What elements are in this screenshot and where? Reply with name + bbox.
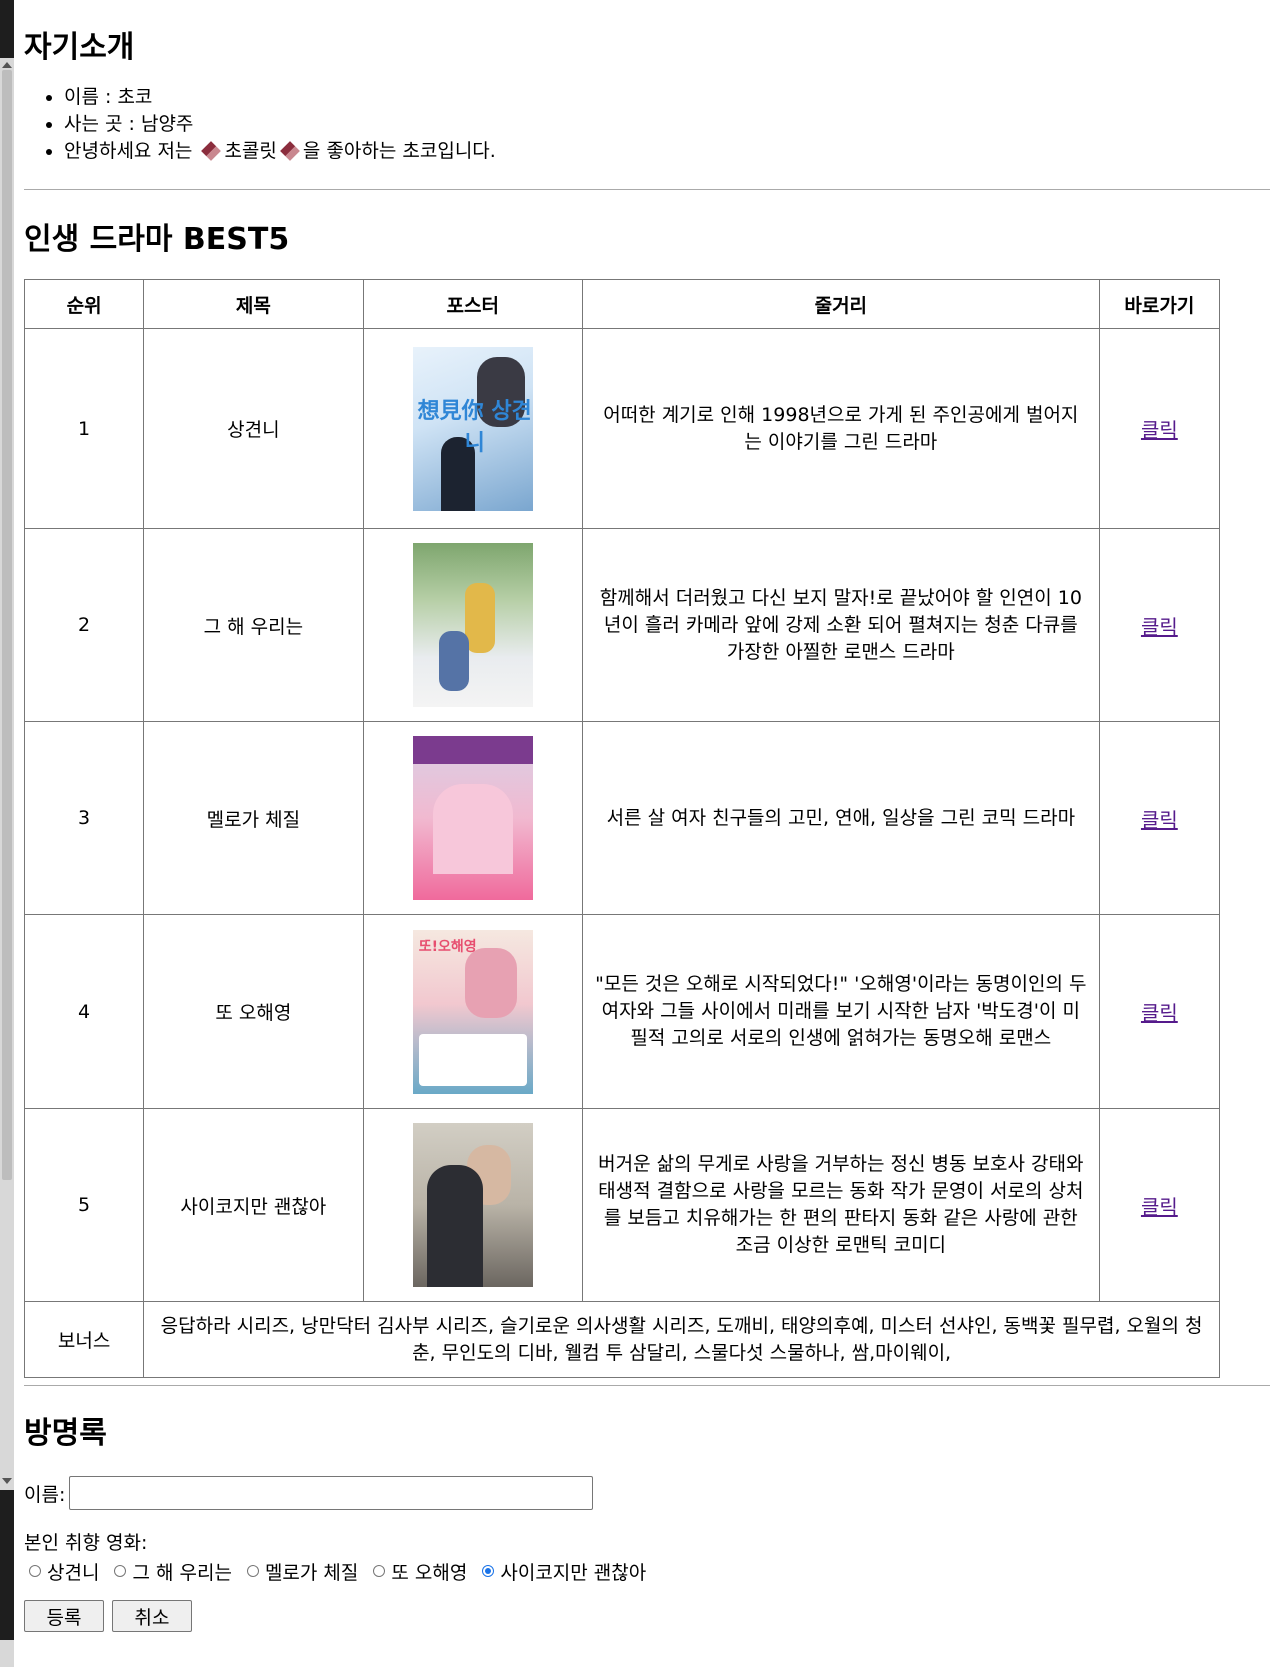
cancel-button[interactable]: 취소 bbox=[112, 1600, 192, 1632]
preference-label: 본인 취향 영화: bbox=[24, 1532, 148, 1554]
divider bbox=[24, 189, 1270, 190]
intro-heading: 자기소개 bbox=[24, 30, 135, 65]
name-input[interactable] bbox=[69, 1476, 594, 1510]
scroll-up-arrow-icon[interactable] bbox=[2, 62, 12, 68]
drama-table: 순위 제목 포스터 줄거리 바로가기 1 상견니 想見你 상견니 어떠한 계기로… bbox=[23, 279, 1221, 1378]
scrollbar-thumb[interactable] bbox=[2, 70, 12, 1180]
radio-label: 상견니 bbox=[47, 1561, 100, 1584]
chocolate-icon bbox=[201, 141, 222, 161]
poster-cell bbox=[362, 721, 583, 915]
link-cell: 클릭 bbox=[1098, 528, 1221, 722]
rank-cell: 4 bbox=[23, 914, 145, 1109]
intro-home: 사는 곳 : 남양주 bbox=[64, 111, 496, 138]
window-edge-bottom bbox=[0, 1490, 14, 1640]
plot-cell: 함께해서 더러웠고 다신 보지 말자!로 끝났어야 할 인연이 10년이 흘러 … bbox=[581, 528, 1100, 722]
title-cell: 멜로가 체질 bbox=[143, 721, 364, 915]
radio-label: 그 해 우리는 bbox=[132, 1561, 232, 1584]
guestbook-heading: 방명록 bbox=[24, 1416, 107, 1451]
table-row: 4 또 오해영 또!오해영 "모든 것은 오해로 시작되었다!" '오해영'이라… bbox=[23, 914, 1221, 1109]
drama-link[interactable]: 클릭 bbox=[1140, 418, 1178, 442]
radio-label: 사이코지만 괜찮아 bbox=[500, 1561, 647, 1584]
drama-link[interactable]: 클릭 bbox=[1140, 807, 1178, 832]
poster-title: 想見你 상견니 bbox=[417, 398, 532, 456]
intro-list: 이름 : 초코 사는 곳 : 남양주 안녕하세요 저는 초콜릿 을 좋아하는 초코… bbox=[24, 84, 496, 165]
radio-circle-icon[interactable] bbox=[114, 1565, 127, 1577]
intro-name: 이름 : 초코 bbox=[64, 84, 496, 111]
divider bbox=[24, 1385, 1270, 1386]
table-header-row: 순위 제목 포스터 줄거리 바로가기 bbox=[23, 279, 1221, 329]
window-edge-top bbox=[0, 0, 14, 58]
title-cell: 사이코지만 괜찮아 bbox=[143, 1108, 364, 1302]
greeting-before: 안녕하세요 저는 bbox=[64, 140, 199, 162]
link-cell: 클릭 bbox=[1098, 721, 1221, 915]
drama-link[interactable]: 클릭 bbox=[1140, 1194, 1178, 1219]
table-row: 2 그 해 우리는 함께해서 더러웠고 다신 보지 말자!로 끝났어야 할 인연… bbox=[23, 528, 1221, 722]
preference-radio-group: 상견니 그 해 우리는 멜로가 체질 또 오해영 사이코지만 괜찮아 bbox=[24, 1557, 656, 1585]
poster-image: 想見你 상견니 bbox=[412, 346, 533, 511]
poster-cell: 想見你 상견니 bbox=[362, 328, 583, 529]
name-label: 이름: bbox=[24, 1483, 66, 1506]
rank-cell: 1 bbox=[23, 328, 145, 529]
radio-option-selected[interactable]: 사이코지만 괜찮아 bbox=[477, 1558, 646, 1585]
table-row: 5 사이코지만 괜찮아 버거운 삶의 무게로 사랑을 거부하는 정신 병동 보호… bbox=[23, 1108, 1221, 1302]
submit-button[interactable]: 등록 bbox=[24, 1600, 104, 1632]
title-cell: 상견니 bbox=[143, 328, 364, 529]
radio-circle-icon[interactable] bbox=[373, 1565, 386, 1577]
link-cell: 클릭 bbox=[1098, 914, 1221, 1109]
best-heading: 인생 드라마 BEST5 bbox=[24, 222, 290, 257]
poster-image bbox=[412, 1123, 533, 1287]
table-row: 1 상견니 想見你 상견니 어떠한 계기로 인해 1998년으로 가게 된 주인… bbox=[23, 328, 1221, 529]
radio-label: 또 오해영 bbox=[391, 1561, 468, 1584]
radio-option[interactable]: 멜로가 체질 bbox=[242, 1558, 358, 1585]
title-cell: 그 해 우리는 bbox=[143, 528, 364, 722]
radio-option[interactable]: 또 오해영 bbox=[368, 1558, 467, 1585]
drama-link[interactable]: 클릭 bbox=[1140, 1001, 1178, 1025]
bonus-list: 응답하라 시리즈, 낭만닥터 김사부 시리즈, 슬기로운 의사생활 시리즈, 도… bbox=[143, 1301, 1220, 1378]
table-row: 3 멜로가 체질 서른 살 여자 친구들의 고민, 연애, 일상을 그린 코믹 … bbox=[23, 721, 1221, 915]
radio-option[interactable]: 상견니 bbox=[24, 1558, 99, 1585]
poster-image bbox=[412, 736, 533, 900]
col-rank: 순위 bbox=[23, 279, 145, 329]
poster-cell bbox=[362, 1108, 583, 1302]
plot-cell: 어떠한 계기로 인해 1998년으로 가게 된 주인공에게 벌어지는 이야기를 … bbox=[581, 328, 1100, 529]
poster-title: 또!오해영 bbox=[418, 938, 477, 955]
form-buttons: 등록 취소 bbox=[24, 1600, 200, 1632]
radio-circle-icon[interactable] bbox=[246, 1565, 259, 1577]
name-row: 이름: bbox=[24, 1474, 594, 1512]
greeting-after: 을 좋아하는 초코입니다. bbox=[302, 140, 496, 162]
bonus-row: 보너스 응답하라 시리즈, 낭만닥터 김사부 시리즈, 슬기로운 의사생활 시리… bbox=[23, 1301, 1220, 1378]
radio-label: 멜로가 체질 bbox=[264, 1561, 359, 1584]
col-link: 바로가기 bbox=[1098, 279, 1221, 329]
radio-option[interactable]: 그 해 우리는 bbox=[109, 1558, 232, 1585]
link-cell: 클릭 bbox=[1098, 328, 1221, 529]
plot-cell: 버거운 삶의 무게로 사랑을 거부하는 정신 병동 보호사 강태와 태생적 결함… bbox=[581, 1108, 1100, 1302]
bonus-label: 보너스 bbox=[23, 1301, 145, 1378]
rank-cell: 2 bbox=[23, 528, 145, 722]
plot-cell: "모든 것은 오해로 시작되었다!" '오해영'이라는 동명이인의 두 여자와 … bbox=[581, 914, 1100, 1109]
greeting-word: 초콜릿 bbox=[224, 140, 277, 162]
poster-cell: 또!오해영 bbox=[362, 914, 583, 1109]
plot-cell: 서른 살 여자 친구들의 고민, 연애, 일상을 그린 코믹 드라마 bbox=[581, 721, 1100, 915]
title-cell: 또 오해영 bbox=[143, 914, 364, 1109]
scroll-down-arrow-icon[interactable] bbox=[2, 1478, 12, 1484]
col-plot: 줄거리 bbox=[581, 279, 1100, 329]
chocolate-icon bbox=[280, 141, 300, 161]
rank-cell: 3 bbox=[23, 721, 145, 915]
poster-image bbox=[412, 543, 533, 707]
drama-link[interactable]: 클릭 bbox=[1140, 614, 1178, 639]
radio-circle-icon[interactable] bbox=[29, 1565, 41, 1577]
radio-selected-icon[interactable] bbox=[482, 1565, 495, 1577]
poster-cell bbox=[362, 528, 583, 722]
rank-cell: 5 bbox=[23, 1108, 145, 1302]
poster-image: 또!오해영 bbox=[412, 929, 533, 1094]
intro-greeting: 안녕하세요 저는 초콜릿 을 좋아하는 초코입니다. bbox=[64, 138, 496, 165]
col-title: 제목 bbox=[143, 279, 364, 329]
link-cell: 클릭 bbox=[1098, 1108, 1221, 1302]
col-poster: 포스터 bbox=[362, 279, 583, 329]
